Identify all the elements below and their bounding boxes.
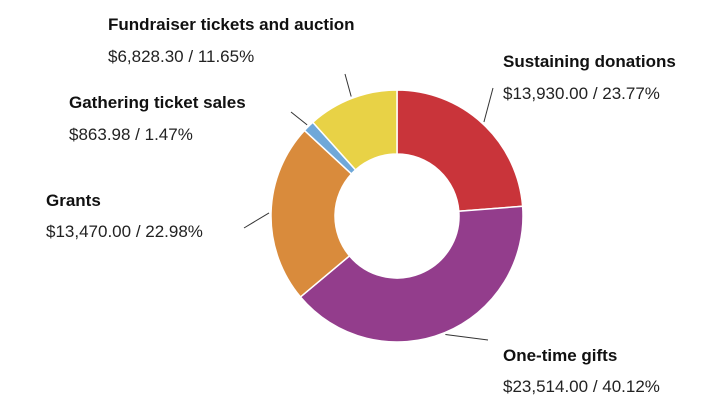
slice-value-sustaining-donations: $13,930.00 / 23.77% <box>503 84 660 103</box>
leader-line-sustaining-donations <box>483 87 494 123</box>
slice-value-fundraiser-tickets-and-auction: $6,828.30 / 11.65% <box>108 47 254 66</box>
slice-value-one-time-gifts: $23,514.00 / 40.12% <box>503 377 660 396</box>
slice-label-fundraiser-tickets-and-auction: Fundraiser tickets and auction <box>108 15 355 34</box>
donut-slices <box>270 89 524 343</box>
leader-line-grants <box>243 212 270 229</box>
slice-one-time-gifts <box>299 205 524 343</box>
leader-line-gathering-ticket-sales <box>290 111 308 126</box>
slice-sustaining-donations <box>396 89 524 213</box>
leader-line-fundraiser-tickets-and-auction <box>344 73 352 97</box>
slice-fundraiser-tickets-and-auction <box>311 89 398 171</box>
slice-value-grants: $13,470.00 / 22.98% <box>46 222 203 241</box>
slice-label-one-time-gifts: One-time gifts <box>503 346 617 365</box>
leader-lines <box>243 73 494 341</box>
slice-grants <box>270 129 353 299</box>
slice-label-sustaining-donations: Sustaining donations <box>503 52 676 71</box>
leader-line-one-time-gifts <box>445 334 489 341</box>
slice-label-gathering-ticket-sales: Gathering ticket sales <box>69 93 246 112</box>
slice-value-gathering-ticket-sales: $863.98 / 1.47% <box>69 125 193 144</box>
slice-label-grants: Grants <box>46 191 101 210</box>
